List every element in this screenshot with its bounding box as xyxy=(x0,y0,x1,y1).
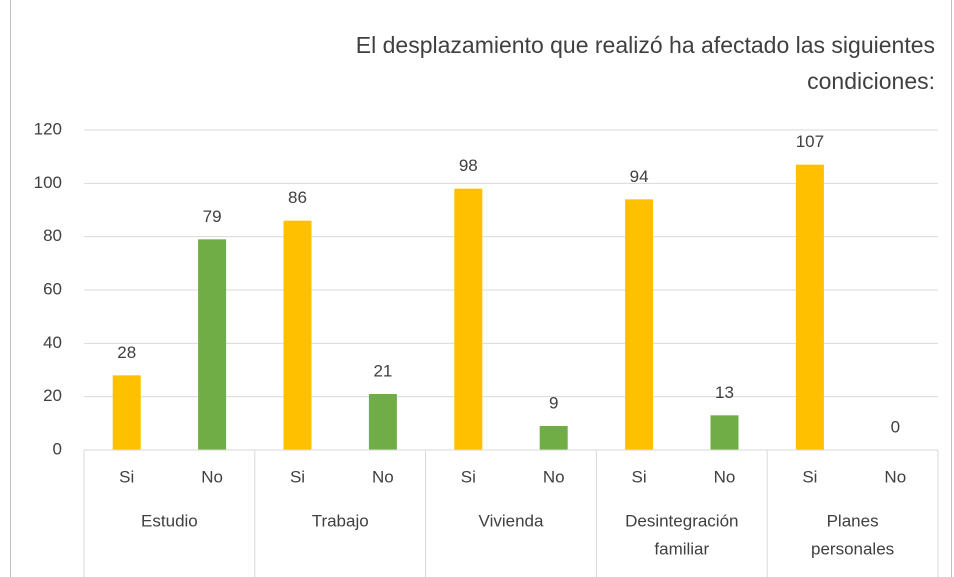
x-tick-label: Si xyxy=(632,467,647,486)
data-label: 94 xyxy=(630,167,649,186)
bar xyxy=(368,394,397,450)
bar xyxy=(710,415,739,450)
data-label: 79 xyxy=(203,207,222,226)
x-tick-label: No xyxy=(714,467,736,486)
bar xyxy=(625,199,654,450)
group-label: personales xyxy=(811,539,894,558)
data-label: 0 xyxy=(891,417,900,436)
y-tick-label: 60 xyxy=(43,279,62,298)
y-tick-label: 80 xyxy=(43,226,62,245)
y-tick-label: 0 xyxy=(53,439,62,458)
group-label: Estudio xyxy=(141,511,198,530)
group-label: familiar xyxy=(654,539,709,558)
data-label: 13 xyxy=(715,383,734,402)
y-tick-label: 20 xyxy=(43,386,62,405)
y-tick-label: 40 xyxy=(43,333,62,352)
chart-title: condiciones: xyxy=(807,68,935,94)
data-label: 86 xyxy=(288,188,307,207)
x-tick-label: Si xyxy=(461,467,476,486)
data-label: 9 xyxy=(549,393,558,412)
bar xyxy=(454,188,483,450)
group-label: Desintegración xyxy=(625,511,738,530)
x-tick-label: Si xyxy=(802,467,817,486)
x-tick-label: Si xyxy=(119,467,134,486)
group-label: Planes xyxy=(827,511,879,530)
y-tick-label: 100 xyxy=(34,173,62,192)
chart-title: El desplazamiento que realizó ha afectad… xyxy=(356,32,935,58)
data-label: 28 xyxy=(117,343,136,362)
group-label: Trabajo xyxy=(312,511,369,530)
x-tick-label: No xyxy=(543,467,565,486)
x-tick-label: No xyxy=(372,467,394,486)
y-tick-label: 120 xyxy=(34,119,62,138)
data-label: 98 xyxy=(459,156,478,175)
bar xyxy=(539,426,568,450)
bar xyxy=(283,220,312,450)
x-tick-label: No xyxy=(201,467,223,486)
group-label: Vivienda xyxy=(479,511,544,530)
bar xyxy=(112,375,141,450)
bar xyxy=(198,239,227,450)
data-label: 21 xyxy=(373,361,392,380)
bar xyxy=(795,164,824,450)
data-label: 107 xyxy=(796,132,824,151)
x-tick-label: No xyxy=(884,467,906,486)
x-tick-label: Si xyxy=(290,467,305,486)
